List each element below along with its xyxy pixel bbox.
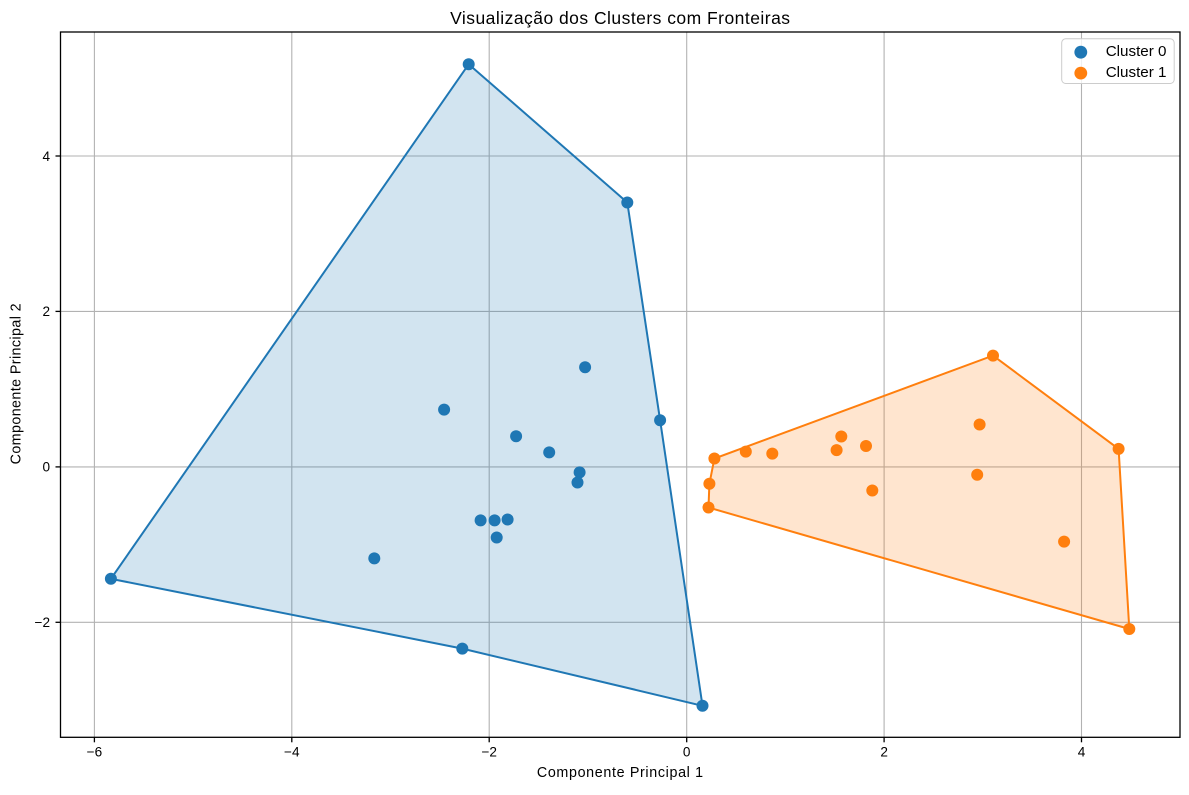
svg-text:Visualização dos Clusters com: Visualização dos Clusters com Fronteiras [450, 8, 790, 28]
svg-text:0: 0 [42, 460, 50, 475]
svg-text:Cluster 0: Cluster 0 [1106, 43, 1167, 60]
svg-text:Cluster 1: Cluster 1 [1106, 64, 1167, 81]
svg-text:4: 4 [1078, 745, 1086, 760]
svg-text:−4: −4 [284, 745, 300, 760]
svg-text:2: 2 [880, 745, 888, 760]
svg-text:−2: −2 [481, 745, 497, 760]
svg-text:Componente Principal 1: Componente Principal 1 [537, 765, 704, 781]
svg-text:−6: −6 [87, 745, 103, 760]
svg-text:−2: −2 [35, 615, 51, 630]
svg-text:Componente Principal 2: Componente Principal 2 [9, 303, 25, 464]
svg-text:0: 0 [683, 745, 691, 760]
svg-text:2: 2 [42, 304, 50, 319]
svg-text:4: 4 [42, 149, 50, 164]
